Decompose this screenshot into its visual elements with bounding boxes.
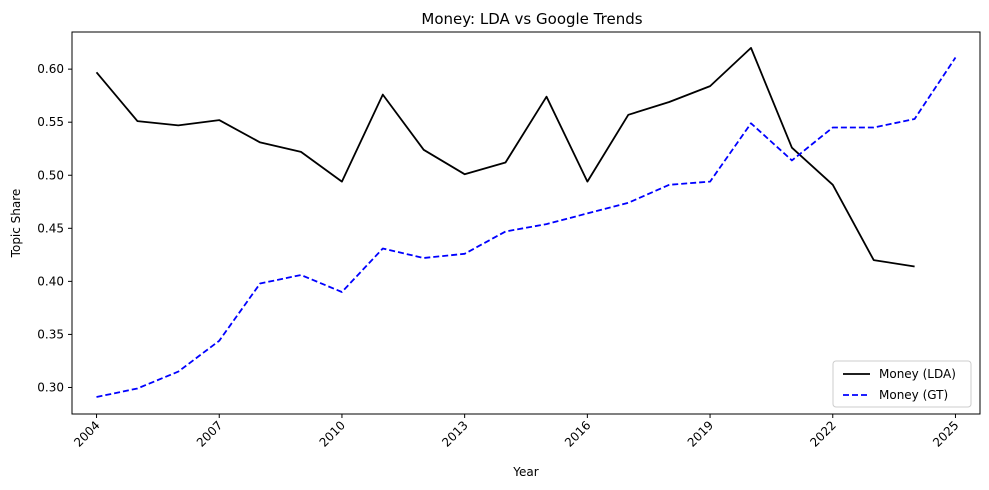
x-axis-label: Year xyxy=(512,465,538,479)
y-tick-label: 0.60 xyxy=(37,62,64,76)
y-tick-label: 0.35 xyxy=(37,327,64,341)
chart-title: Money: LDA vs Google Trends xyxy=(421,10,642,28)
legend-label-lda: Money (LDA) xyxy=(879,367,956,381)
y-tick-label: 0.40 xyxy=(37,274,64,288)
legend: Money (LDA) Money (GT) xyxy=(832,360,972,408)
x-tick-label: 2016 xyxy=(562,418,593,449)
y-axis-label: Topic Share xyxy=(9,189,23,259)
legend-box xyxy=(832,360,972,408)
y-tick-label: 0.30 xyxy=(37,380,64,394)
x-axis: 2004 2007 2010 2013 2016 2019 2022 2025 xyxy=(71,414,962,450)
y-axis: 0.30 0.35 0.40 0.45 0.50 0.55 0.60 xyxy=(37,62,72,394)
y-tick-label: 0.45 xyxy=(37,221,64,235)
series-line-lda xyxy=(95,47,915,268)
x-tick-label: 2019 xyxy=(685,418,716,449)
series-layer xyxy=(95,47,957,398)
x-tick-label: 2007 xyxy=(194,418,225,449)
x-tick-label: 2013 xyxy=(439,418,470,449)
y-tick-label: 0.55 xyxy=(37,115,64,129)
x-tick-label: 2025 xyxy=(930,418,961,449)
y-tick-label: 0.50 xyxy=(37,168,64,182)
x-tick-label: 2010 xyxy=(317,418,348,449)
plot-frame xyxy=(71,31,981,415)
legend-label-gt: Money (GT) xyxy=(879,388,948,402)
x-tick-label: 2022 xyxy=(807,418,838,449)
x-tick-label: 2004 xyxy=(71,418,102,449)
series-line-gt xyxy=(96,57,957,398)
